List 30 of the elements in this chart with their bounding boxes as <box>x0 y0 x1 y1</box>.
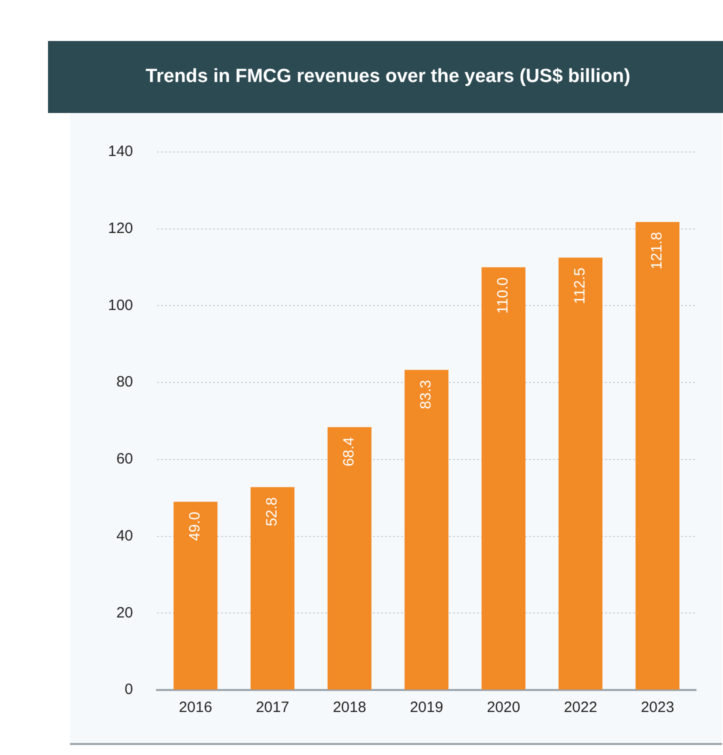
data-label: 49.0 <box>186 512 204 541</box>
x-tick-label: 2022 <box>564 699 598 716</box>
x-tick-label: 2020 <box>486 699 520 716</box>
y-tick-label: 40 <box>116 527 134 544</box>
y-tick-label: 0 <box>124 681 134 698</box>
bar <box>404 370 448 690</box>
bar <box>250 487 294 690</box>
data-label: 52.8 <box>264 497 281 526</box>
x-tick-label: 2018 <box>332 699 366 716</box>
y-tick-label: 20 <box>116 604 134 622</box>
data-label: 110.0 <box>494 277 512 314</box>
y-tick-label: 80 <box>116 374 134 391</box>
y-tick-label: 60 <box>116 450 134 468</box>
data-label: 68.4 <box>340 437 358 466</box>
data-label: 112.5 <box>572 268 589 304</box>
bar <box>174 502 218 690</box>
y-tick-label: 140 <box>108 143 134 160</box>
y-tick-label: 100 <box>108 296 134 314</box>
x-tick-label: 2023 <box>640 699 674 716</box>
bar <box>328 427 372 690</box>
bar <box>636 222 680 690</box>
x-tick-label: 2017 <box>256 699 290 716</box>
y-tick-label: 120 <box>108 220 134 237</box>
bar <box>482 267 526 690</box>
chart-title: Trends in FMCG revenues over the years (US$ billion) <box>48 41 723 113</box>
x-tick-label: 2016 <box>178 699 212 716</box>
x-tick-label: 2019 <box>410 699 444 716</box>
data-label: 83.3 <box>418 380 435 410</box>
bar <box>558 258 602 690</box>
data-label: 121.8 <box>648 232 666 270</box>
